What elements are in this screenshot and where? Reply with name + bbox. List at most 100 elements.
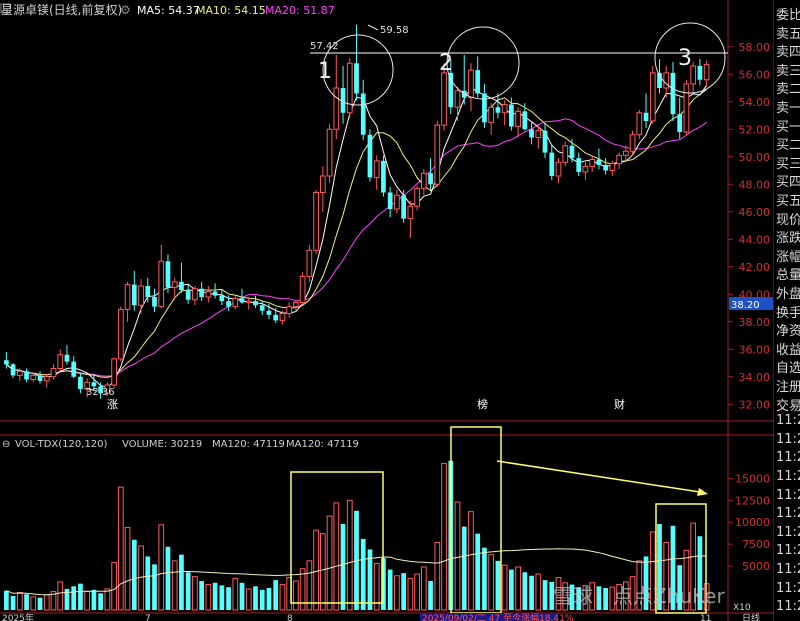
candle-body bbox=[279, 313, 286, 321]
candle-body bbox=[475, 70, 481, 94]
ma10-value: MA10: 54.15 bbox=[196, 4, 266, 17]
volume-bar bbox=[401, 573, 406, 610]
period-selector[interactable]: 日线 bbox=[742, 612, 760, 621]
event-marker-zhang[interactable]: 涨 bbox=[107, 398, 118, 411]
volume-bar bbox=[562, 582, 569, 611]
volume-bar bbox=[488, 554, 495, 611]
volume-tick-label: 5000 bbox=[742, 560, 770, 573]
candle-body bbox=[232, 297, 239, 308]
volume-bar bbox=[179, 554, 184, 610]
candle-body bbox=[636, 112, 643, 136]
volume-bar bbox=[522, 572, 528, 610]
side-panel-row: 卖五 bbox=[776, 26, 800, 42]
volume-bar bbox=[98, 593, 103, 610]
volume-bar bbox=[461, 526, 467, 610]
candle-body bbox=[145, 286, 151, 297]
candle-body bbox=[84, 381, 91, 390]
highlight-box-3 bbox=[655, 503, 707, 614]
volume-bar bbox=[299, 568, 306, 611]
side-panel-row: 买三 bbox=[776, 156, 800, 172]
volume-axis: 5000 7500 10000 12500 15000 bbox=[728, 472, 770, 573]
volume-bar bbox=[622, 581, 629, 611]
price-header: 星源卓镁(日线,前复权) ⚙ MA5: 54.37 MA10: 54.15 MA… bbox=[0, 2, 335, 17]
candle-body bbox=[522, 111, 528, 130]
event-marker-bang[interactable]: 榜 bbox=[477, 397, 488, 411]
ma20-line bbox=[6, 118, 707, 377]
volume-bar bbox=[501, 564, 508, 611]
volume-bar bbox=[603, 588, 608, 610]
volume-bar bbox=[111, 562, 117, 611]
volume-bar bbox=[414, 573, 420, 611]
side-panel-row: 11:2 bbox=[776, 450, 800, 466]
candle-body bbox=[677, 114, 683, 132]
candle-body bbox=[509, 104, 514, 127]
side-panel-row: 11:2 bbox=[776, 599, 800, 615]
price-tick-label: 44.00 bbox=[739, 233, 771, 246]
price-tick-label: 46.00 bbox=[739, 206, 771, 219]
candle-body bbox=[697, 66, 703, 80]
candle-body bbox=[381, 160, 386, 193]
candle-body bbox=[319, 175, 326, 193]
volume-minimize-icon[interactable]: ⊖ bbox=[2, 439, 10, 450]
candle-body bbox=[569, 145, 575, 159]
price-tick-label: 34.00 bbox=[739, 371, 771, 384]
volume-bar bbox=[636, 560, 643, 611]
volume-bar bbox=[117, 486, 124, 611]
volume-bar bbox=[91, 589, 97, 610]
candle-body bbox=[131, 284, 137, 306]
candle-body bbox=[158, 260, 165, 308]
volume-bar bbox=[57, 581, 64, 611]
volume-bar bbox=[16, 591, 23, 611]
circle-label-1: 1 bbox=[318, 59, 332, 84]
x-axis-labels: 2025年 7 8 11 日线 bbox=[2, 612, 760, 621]
volume-bar bbox=[549, 581, 555, 610]
price-tick-label: 58.00 bbox=[739, 41, 771, 54]
side-panel-row: 换手 bbox=[776, 305, 800, 321]
candle-body bbox=[346, 62, 353, 114]
volume-tick-label: 7500 bbox=[742, 538, 770, 551]
candle-body bbox=[192, 288, 198, 301]
candle-body bbox=[293, 302, 299, 308]
side-panel-row: 11:2 bbox=[776, 562, 800, 577]
candle-body bbox=[10, 364, 16, 376]
volume-indicator-name[interactable]: VOL-TDX(120,120) bbox=[15, 439, 108, 450]
trend-arrow bbox=[496, 460, 701, 493]
volume-bar bbox=[367, 549, 373, 610]
gear-icon[interactable]: ⚙ bbox=[120, 3, 131, 17]
volume-ma-value-2: MA120: 47119 bbox=[286, 439, 359, 450]
candle-body bbox=[663, 72, 670, 89]
candle-body bbox=[515, 110, 521, 127]
side-panel-row: 涨幅 bbox=[776, 249, 800, 265]
volume-bar bbox=[643, 556, 649, 610]
price-axis: 32.0034.0036.0038.0040.0042.0044.0046.00… bbox=[728, 41, 771, 411]
volume-bar bbox=[78, 583, 83, 610]
candle-body bbox=[360, 93, 366, 135]
candle-body bbox=[529, 129, 534, 138]
volume-bar bbox=[306, 560, 313, 611]
candle-body bbox=[354, 63, 359, 94]
volume-bar bbox=[104, 588, 111, 611]
volume-bar bbox=[407, 577, 414, 611]
event-marker-cai[interactable]: 财 bbox=[614, 397, 625, 411]
peak-label-57: 57.42 bbox=[310, 41, 339, 52]
side-panel-row: 买二 bbox=[776, 138, 800, 154]
candle-body bbox=[165, 261, 171, 288]
stock-title: 星源卓镁(日线,前复权) bbox=[1, 2, 122, 17]
candle-body bbox=[670, 72, 676, 115]
volume-bar bbox=[326, 515, 333, 611]
side-panel-row: 净资 bbox=[776, 324, 800, 340]
volume-bar bbox=[475, 533, 481, 610]
volume-bar bbox=[495, 560, 501, 610]
price-tick-label: 42.00 bbox=[739, 261, 771, 274]
candle-body bbox=[649, 72, 656, 122]
window-icon[interactable] bbox=[0, 3, 11, 14]
side-panel-row: 11:2 bbox=[776, 487, 800, 503]
candle-body bbox=[219, 295, 225, 302]
volume-bar bbox=[454, 501, 461, 611]
volume-bar bbox=[165, 546, 171, 610]
volume-bar bbox=[145, 556, 151, 610]
price-tick-label: 32.00 bbox=[739, 398, 771, 411]
volume-bar bbox=[259, 589, 265, 610]
volume-bar bbox=[690, 522, 697, 611]
